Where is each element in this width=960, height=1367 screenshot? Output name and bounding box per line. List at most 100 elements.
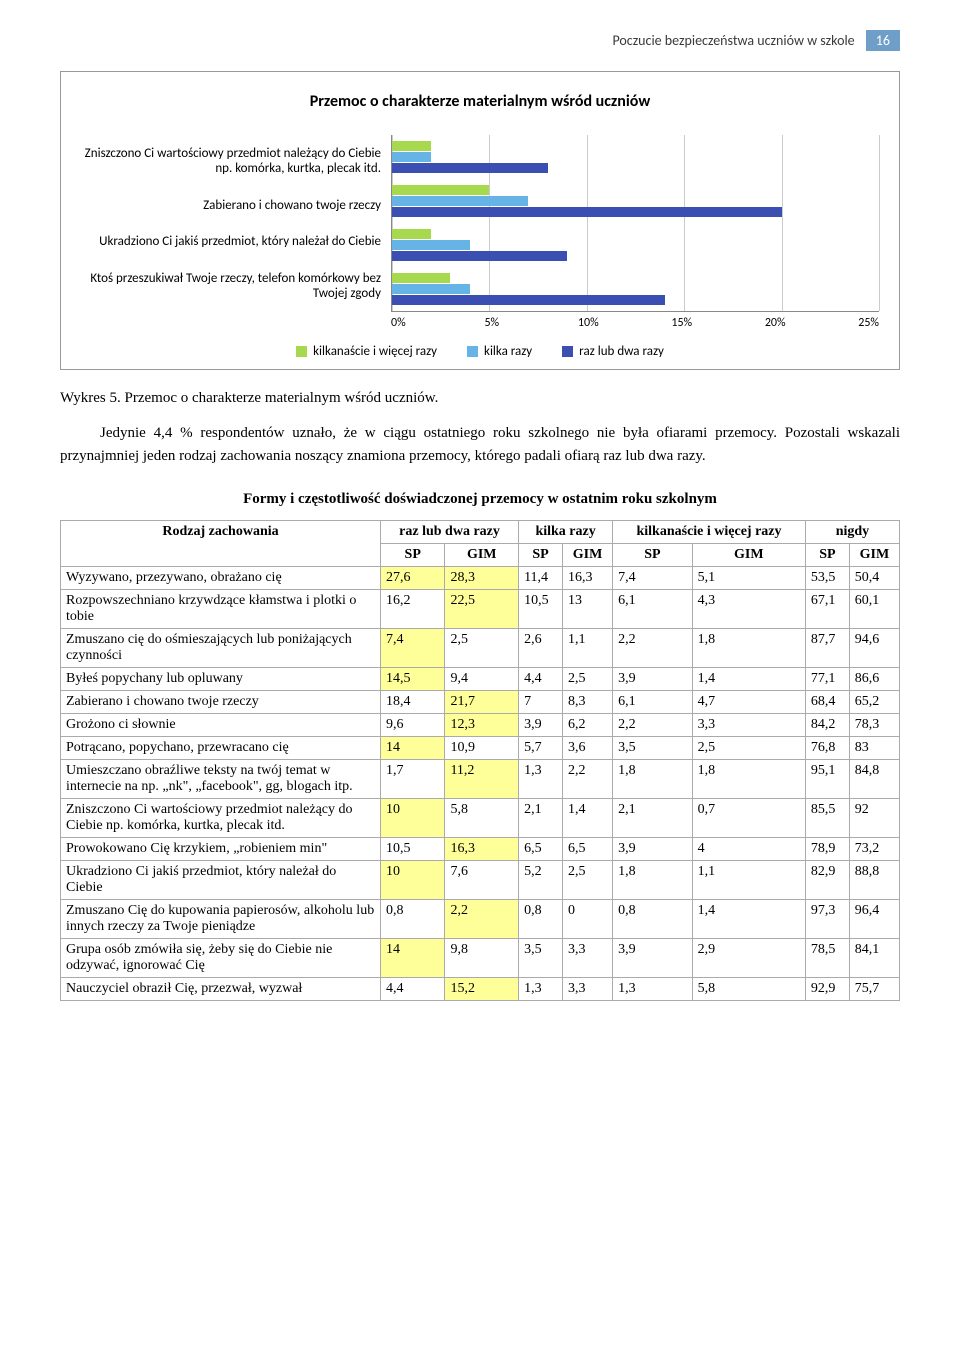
chart-x-tick: 25% [858,316,879,330]
table-cell: 4,7 [692,691,805,714]
table-col-header-rodzaj: Rodzaj zachowania [61,521,381,567]
table-cell: 3,5 [519,939,563,978]
table-row-label: Zniszczono Ci wartościowy przedmiot nale… [61,799,381,838]
table-sub-header: GIM [562,544,612,567]
table-row-label: Wyzywano, przezywano, obrażano cię [61,567,381,590]
table-cell: 9,8 [445,939,519,978]
table-row-label: Rozpowszechniano krzywdzące kłamstwa i p… [61,590,381,629]
chart-legend: kilkanaście i więcej razy kilka razy raz l… [81,344,879,359]
table-cell: 75,7 [849,978,899,1001]
table-group-header-1: kilka razy [519,521,613,544]
chart-bar [392,229,431,239]
chart-bar [392,163,548,173]
chart-bar [392,240,470,250]
chart-bar [392,273,450,283]
table-cell: 78,9 [805,838,849,861]
chart-container: Przemoc o charakterze materialnym wśród … [60,71,900,370]
chart-y-label: Ukradziono Ci jakiś przedmiot, który nal… [81,226,381,257]
table-cell: 6,1 [613,691,693,714]
table-row: Prowokowano Cię krzykiem, „robieniem min… [61,838,900,861]
table-cell: 7 [519,691,563,714]
table-cell: 1,8 [613,760,693,799]
table-cell: 2,2 [613,629,693,668]
table-cell: 1,4 [692,900,805,939]
table-cell: 84,8 [849,760,899,799]
table-row-label: Grupa osób zmówiła się, żeby się do Cieb… [61,939,381,978]
table-cell: 86,6 [849,668,899,691]
table-cell: 18,4 [381,691,445,714]
table-cell: 1,3 [519,760,563,799]
table-row: Ukradziono Ci jakiś przedmiot, który nal… [61,861,900,900]
legend-item: kilkanaście i więcej razy [296,344,437,359]
chart-caption: Wykres 5. Przemoc o charakterze material… [60,390,900,407]
table-cell: 4,3 [692,590,805,629]
table-cell: 4,4 [381,978,445,1001]
chart-x-tick: 5% [484,316,577,330]
table-cell: 65,2 [849,691,899,714]
chart-bar [392,284,470,294]
table-cell: 2,9 [692,939,805,978]
table-cell: 7,4 [613,567,693,590]
table-cell: 9,4 [445,668,519,691]
table-row-label: Zmuszano Cię do kupowania papierosów, al… [61,900,381,939]
table-cell: 2,2 [613,714,693,737]
body-paragraph-text: Jedynie 4,4 % respondentów uznało, że w … [60,425,900,464]
chart-bar-group [392,267,879,311]
table-cell: 5,8 [445,799,519,838]
table-cell: 5,1 [692,567,805,590]
table-row: Zniszczono Ci wartościowy przedmiot nale… [61,799,900,838]
table-cell: 0,7 [692,799,805,838]
table-cell: 1,4 [692,668,805,691]
table-cell: 84,2 [805,714,849,737]
table-group-header-0: raz lub dwa razy [381,521,519,544]
table-cell: 6,5 [519,838,563,861]
table-cell: 96,4 [849,900,899,939]
table-cell: 53,5 [805,567,849,590]
table-row-label: Prowokowano Cię krzykiem, „robieniem min… [61,838,381,861]
table-sub-header: SP [381,544,445,567]
header-title: Poczucie bezpieczeństwa uczniów w szkole [612,32,854,49]
table-cell: 92,9 [805,978,849,1001]
legend-label: kilka razy [484,344,532,359]
legend-swatch [296,346,307,357]
chart-y-labels: Zniszczono Ci wartościowy przedmiot nale… [81,135,381,312]
table-group-header-2: kilkanaście i więcej razy [613,521,806,544]
chart-bar [392,196,528,206]
data-table: Rodzaj zachowania raz lub dwa razy kilka… [60,520,900,1001]
chart-y-label: Ktoś przeszukiwał Twoje rzeczy, telefon … [81,263,381,309]
table-sub-header: GIM [849,544,899,567]
table-row: Potrącano, popychano, przewracano cię141… [61,737,900,760]
table-cell: 10,9 [445,737,519,760]
legend-label: kilkanaście i więcej razy [313,344,437,359]
legend-item: raz lub dwa razy [562,344,664,359]
table-row-label: Nauczyciel obraził Cię, przezwał, wyzwał [61,978,381,1001]
chart-body: Zniszczono Ci wartościowy przedmiot nale… [81,135,879,312]
legend-item: kilka razy [467,344,532,359]
table-cell: 9,6 [381,714,445,737]
table-cell: 83 [849,737,899,760]
chart-x-tick: 10% [578,316,671,330]
table-sub-header: GIM [692,544,805,567]
table-row-label: Grożono ci słownie [61,714,381,737]
table-row-label: Potrącano, popychano, przewracano cię [61,737,381,760]
table-cell: 8,3 [562,691,612,714]
table-row: Zmuszano Cię do kupowania papierosów, al… [61,900,900,939]
chart-x-tick: 15% [671,316,764,330]
table-cell: 76,8 [805,737,849,760]
table-cell: 2,1 [613,799,693,838]
table-cell: 6,2 [562,714,612,737]
table-cell: 3,9 [613,838,693,861]
table-row-label: Umieszczano obraźliwe teksty na twój tem… [61,760,381,799]
table-row-label: Zabierano i chowano twoje rzeczy [61,691,381,714]
table-cell: 4 [692,838,805,861]
table-cell: 94,6 [849,629,899,668]
table-row: Grupa osób zmówiła się, żeby się do Cieb… [61,939,900,978]
table-title: Formy i częstotliwość doświadczonej prze… [60,491,900,508]
page-number: 16 [866,30,900,51]
table-cell: 1,4 [562,799,612,838]
table-row-label: Ukradziono Ci jakiś przedmiot, który nal… [61,861,381,900]
table-cell: 2,5 [562,668,612,691]
table-cell: 16,2 [381,590,445,629]
table-cell: 21,7 [445,691,519,714]
table-cell: 6,1 [613,590,693,629]
